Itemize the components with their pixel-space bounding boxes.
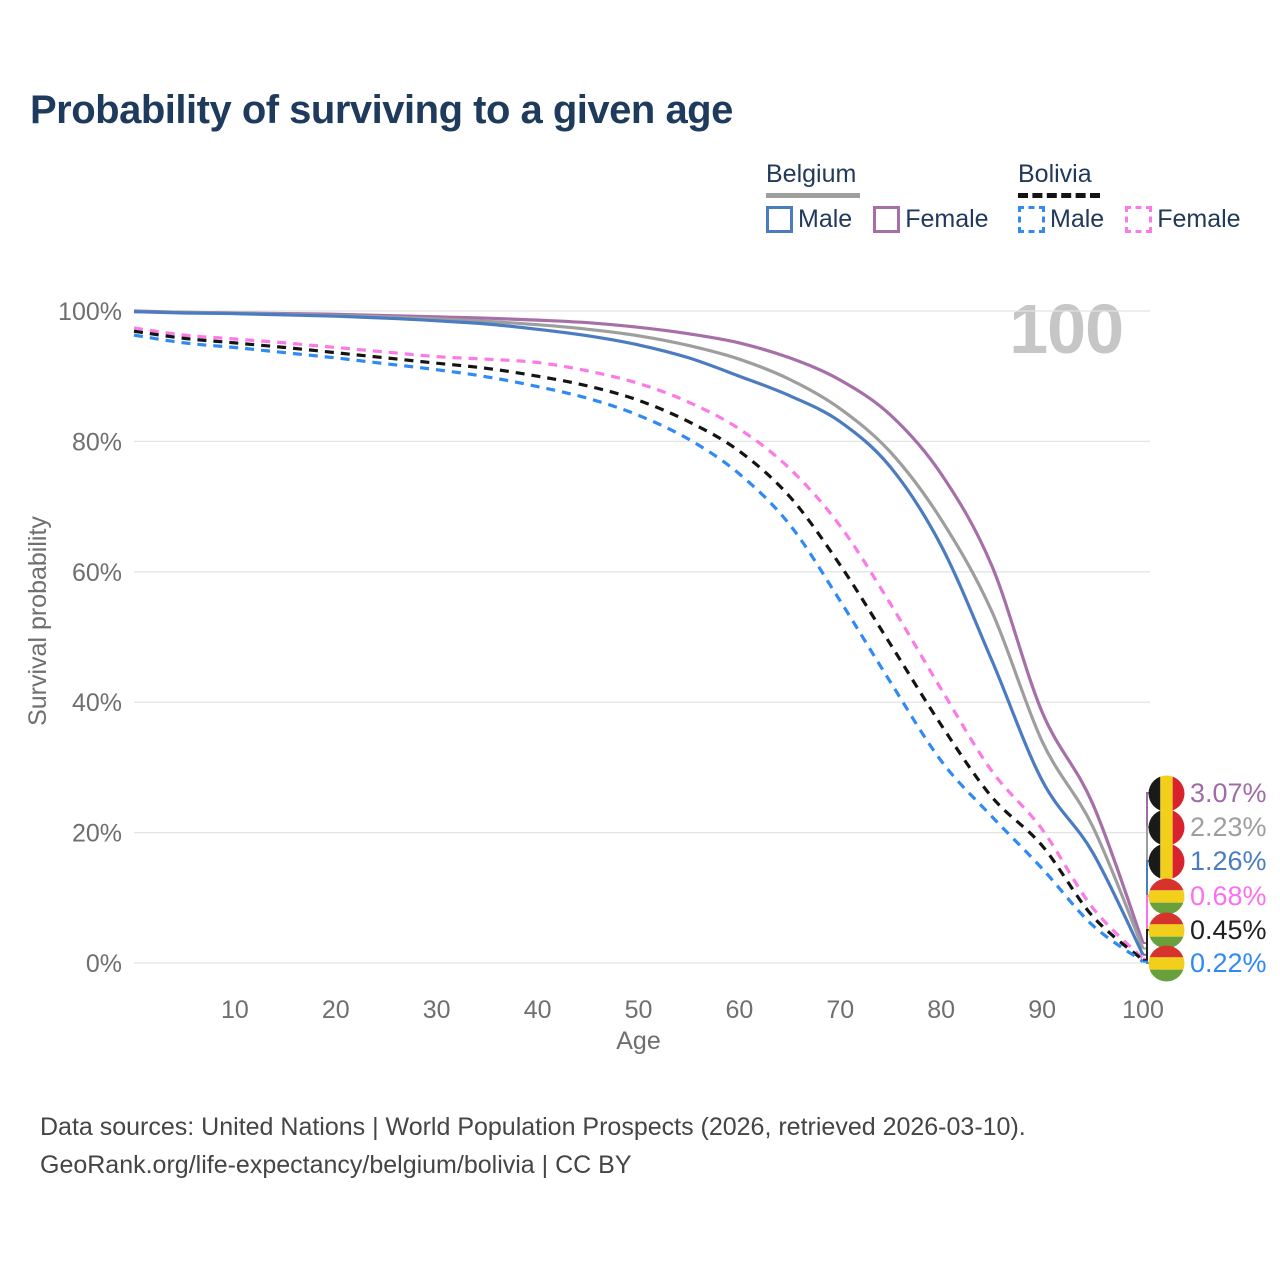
legend-group-label-bolivia: Bolivia: [1018, 160, 1092, 188]
footer-sources: Data sources: United Nations | World Pop…: [40, 1113, 1026, 1141]
curve-belgium-male: [133, 310, 1145, 956]
end-label-value: 3.07%: [1190, 778, 1267, 808]
legend-item-label: Male: [1050, 205, 1105, 233]
legend-swatch-bolivia-male-icon: [1018, 206, 1045, 233]
curve-belgium-female: [133, 309, 1145, 944]
x-tick-label: 70: [826, 996, 854, 1024]
legend-swatch-belgium-male-icon: [766, 206, 793, 233]
x-tick-label: 100: [1122, 996, 1164, 1024]
x-tick-label: 90: [1028, 996, 1056, 1024]
end-label-row: 0.22%: [1148, 945, 1267, 982]
y-tick-label: 20%: [72, 820, 122, 848]
y-tick-label: 40%: [72, 689, 122, 717]
belgium-flag-icon: [1148, 843, 1185, 880]
y-axis-title: Survival probability: [24, 516, 52, 726]
end-label-value: 1.26%: [1190, 846, 1267, 876]
legend-underline-dashed: [1018, 193, 1100, 198]
x-tick-label: 80: [927, 996, 955, 1024]
footer-link[interactable]: GeoRank.org/life-expectancy/belgium/boli…: [40, 1151, 632, 1179]
legend-underline-solid: [766, 193, 860, 198]
end-label-value: 0.68%: [1190, 881, 1267, 911]
legend-group-belgium: Belgium Male Female: [766, 160, 989, 234]
x-tick-label: 30: [423, 996, 451, 1024]
x-axis-title: Age: [616, 1027, 660, 1055]
x-tick-label: 20: [322, 996, 350, 1024]
curve-bolivia-female: [133, 326, 1145, 960]
legend-group-label-belgium: Belgium: [766, 160, 857, 188]
x-tick-label: 50: [625, 996, 653, 1024]
legend-item-belgium-male[interactable]: Male: [766, 205, 852, 234]
legend-items-bolivia: Male Female: [1018, 205, 1241, 234]
curve-bolivia: [133, 329, 1145, 962]
end-label-value: 0.45%: [1190, 915, 1267, 945]
end-label-row: 0.45%: [1148, 912, 1267, 949]
bolivia-flag-icon: [1148, 878, 1185, 915]
y-tick-label: 60%: [72, 559, 122, 587]
y-tick-label: 0%: [86, 950, 122, 978]
legend-items-belgium: Male Female: [766, 205, 989, 234]
legend-item-belgium-female[interactable]: Female: [873, 205, 989, 234]
x-tick-label: 10: [221, 996, 249, 1024]
legend-item-label: Female: [1157, 205, 1241, 233]
end-label-value: 0.22%: [1190, 948, 1267, 978]
x-tick-label: 60: [725, 996, 753, 1024]
y-tick-label: 80%: [72, 428, 122, 456]
end-label-row: 2.23%: [1148, 809, 1267, 846]
curve-bolivia-male: [133, 333, 1144, 963]
footer: Data sources: United Nations | World Pop…: [40, 1108, 1026, 1184]
end-label-row: 1.26%: [1148, 843, 1267, 880]
legend-item-label: Male: [798, 205, 853, 233]
legend-item-bolivia-female[interactable]: Female: [1125, 205, 1241, 234]
hover-age-watermark: 100: [1009, 290, 1124, 368]
legend-swatch-bolivia-female-icon: [1125, 206, 1153, 233]
legend-item-label: Female: [905, 205, 989, 233]
legend-header-belgium[interactable]: Belgium: [766, 160, 989, 198]
end-label-value: 2.23%: [1190, 812, 1267, 842]
belgium-flag-icon: [1148, 809, 1185, 846]
end-label-row: 3.07%: [1148, 775, 1267, 812]
y-tick-label: 100%: [58, 298, 122, 326]
legend-swatch-belgium-female-icon: [873, 206, 901, 233]
legend-header-bolivia[interactable]: Bolivia: [1018, 160, 1241, 198]
legend-item-bolivia-male[interactable]: Male: [1018, 205, 1104, 234]
legend-group-bolivia: Bolivia Male Female: [1018, 160, 1241, 234]
belgium-flag-icon: [1148, 775, 1185, 812]
x-tick-label: 40: [524, 996, 552, 1024]
curve-belgium: [133, 310, 1145, 950]
page-title: Probability of surviving to a given age: [30, 88, 733, 132]
bolivia-flag-icon: [1148, 945, 1185, 982]
bolivia-flag-icon: [1148, 912, 1185, 949]
end-label-row: 0.68%: [1148, 878, 1267, 915]
